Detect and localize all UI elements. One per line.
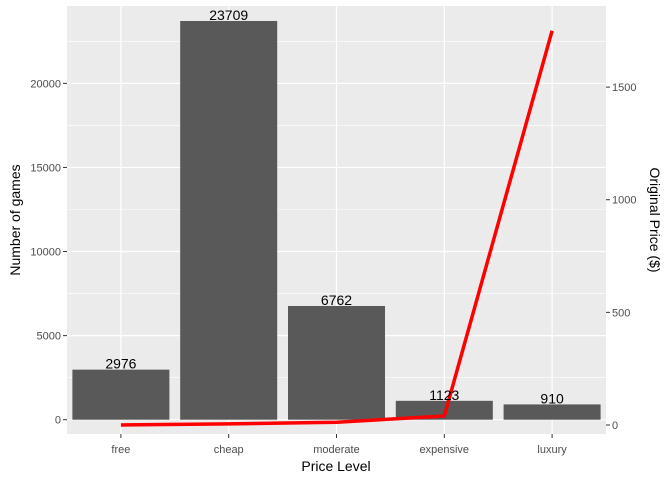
bar-value-label: 23709 bbox=[209, 7, 248, 23]
x-axis-title: Price Level bbox=[301, 458, 370, 474]
x-tick-label: luxury bbox=[537, 444, 567, 456]
bar-luxury bbox=[503, 404, 601, 420]
x-tick-label: free bbox=[111, 444, 130, 456]
y-tick-label: 10000 bbox=[30, 247, 61, 259]
bar-labels: 2976 23709 6762 1123 910 bbox=[105, 7, 564, 406]
x-tick-label: moderate bbox=[313, 444, 359, 456]
bars bbox=[72, 20, 601, 420]
y-axis-title: Number of games bbox=[7, 164, 23, 275]
bar-cheap bbox=[180, 20, 278, 420]
bar-moderate bbox=[287, 305, 386, 420]
y2-tick-label: 1500 bbox=[612, 82, 636, 94]
y2-tick-label: 1000 bbox=[612, 195, 636, 207]
y-tick-label: 15000 bbox=[30, 162, 61, 174]
y-axis-left: 0 5000 10000 15000 20000 bbox=[30, 78, 67, 427]
y-tick-label: 20000 bbox=[30, 78, 61, 90]
grid-major bbox=[67, 6, 606, 434]
y2-axis-title: Original Price ($) bbox=[647, 167, 663, 272]
y-tick-label: 5000 bbox=[37, 331, 61, 343]
x-tick-label: expensive bbox=[420, 444, 470, 456]
price-line-layer bbox=[120, 30, 554, 427]
bar-value-label: 2976 bbox=[105, 356, 136, 372]
price-line bbox=[120, 30, 554, 427]
x-axis: free cheap moderate expensive luxury bbox=[111, 434, 567, 456]
bar-value-label: 910 bbox=[540, 390, 564, 406]
y-tick-label: 0 bbox=[55, 415, 61, 427]
bar-value-label: 6762 bbox=[321, 292, 352, 308]
y2-tick-label: 500 bbox=[612, 307, 630, 319]
y2-tick-label: 0 bbox=[612, 420, 618, 432]
bar-value-label: 1123 bbox=[429, 387, 459, 403]
y-axis-right: 0 500 1000 1500 bbox=[606, 82, 636, 432]
bar-free bbox=[72, 369, 170, 420]
x-tick-label: cheap bbox=[214, 444, 244, 456]
